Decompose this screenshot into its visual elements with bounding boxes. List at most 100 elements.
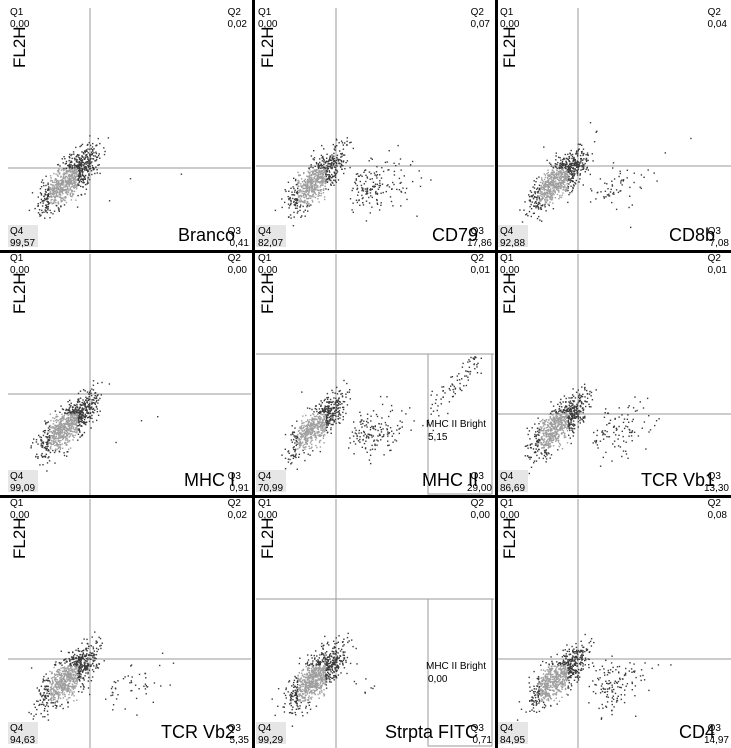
event-dot bbox=[65, 172, 67, 174]
event-dot bbox=[534, 191, 537, 193]
event-dot bbox=[52, 443, 55, 446]
event-dot bbox=[549, 183, 552, 186]
event-dot bbox=[305, 183, 307, 185]
event-dot bbox=[537, 192, 539, 194]
event-dot bbox=[368, 196, 370, 199]
event-dot bbox=[308, 175, 310, 177]
event-dot bbox=[312, 167, 314, 169]
event-dot bbox=[86, 400, 88, 402]
event-dot bbox=[597, 191, 599, 194]
event-dot bbox=[319, 450, 321, 453]
event-dot bbox=[308, 191, 310, 193]
event-dot bbox=[550, 196, 552, 198]
event-dot bbox=[333, 184, 335, 186]
event-dot bbox=[87, 178, 89, 180]
event-dot bbox=[56, 179, 58, 181]
event-dot bbox=[331, 157, 333, 159]
event-dot bbox=[88, 408, 91, 410]
event-dot bbox=[570, 420, 572, 422]
event-dot bbox=[58, 168, 60, 170]
event-dot bbox=[293, 201, 295, 203]
event-dot bbox=[70, 166, 72, 168]
event-dot bbox=[580, 169, 582, 171]
event-dot bbox=[362, 189, 364, 191]
event-dot bbox=[315, 178, 317, 180]
event-dot bbox=[315, 426, 317, 428]
event-dot bbox=[53, 417, 56, 420]
event-dot bbox=[342, 165, 344, 167]
event-dot bbox=[308, 185, 311, 188]
event-dot bbox=[292, 447, 294, 449]
event-dot bbox=[543, 454, 546, 457]
event-dot bbox=[57, 427, 60, 429]
event-dot bbox=[548, 434, 550, 436]
event-dot bbox=[83, 409, 85, 411]
event-dot bbox=[528, 199, 531, 201]
event-dot bbox=[335, 397, 337, 399]
event-dot bbox=[326, 181, 329, 183]
event-dot bbox=[59, 183, 61, 185]
event-dot bbox=[92, 408, 94, 411]
event-dot bbox=[77, 433, 80, 435]
event-dot bbox=[67, 183, 69, 186]
event-dot bbox=[329, 398, 332, 401]
event-dot bbox=[327, 424, 329, 426]
event-dot bbox=[293, 194, 296, 196]
event-dot bbox=[313, 159, 315, 161]
event-dot bbox=[320, 429, 322, 431]
q3-value: 0,41 bbox=[229, 238, 249, 249]
event-dot bbox=[66, 412, 68, 415]
event-dot bbox=[362, 190, 365, 192]
event-dot bbox=[324, 171, 327, 173]
event-dot bbox=[562, 431, 565, 434]
event-dot bbox=[66, 175, 68, 178]
event-dot bbox=[62, 419, 64, 422]
event-dot bbox=[47, 188, 49, 190]
event-dot bbox=[561, 176, 563, 179]
event-dot bbox=[66, 409, 69, 411]
event-dot bbox=[75, 411, 78, 414]
event-dot bbox=[68, 173, 70, 176]
event-dot bbox=[67, 414, 70, 417]
event-dot bbox=[69, 428, 71, 430]
event-dot bbox=[382, 435, 385, 438]
event-dot bbox=[533, 451, 536, 454]
event-dot bbox=[630, 226, 632, 229]
event-dot bbox=[396, 188, 398, 191]
event-dot bbox=[330, 419, 332, 421]
event-dot bbox=[53, 427, 56, 430]
event-dot bbox=[376, 193, 379, 195]
event-dot bbox=[376, 439, 378, 441]
event-dot bbox=[569, 152, 571, 154]
event-dot bbox=[92, 411, 94, 413]
event-dot bbox=[556, 186, 559, 188]
event-dot bbox=[41, 446, 43, 449]
event-dot bbox=[546, 432, 548, 435]
event-dot bbox=[529, 456, 531, 458]
event-dot bbox=[366, 192, 368, 194]
event-dot bbox=[292, 433, 294, 436]
event-dot bbox=[297, 443, 300, 445]
event-dot bbox=[369, 212, 371, 214]
event-dot bbox=[586, 401, 588, 403]
event-dot bbox=[595, 440, 597, 442]
event-dot bbox=[97, 382, 99, 384]
q1-label: Q1 bbox=[10, 254, 24, 264]
event-dot bbox=[44, 446, 47, 448]
event-dot bbox=[73, 404, 75, 406]
event-dot bbox=[318, 403, 321, 405]
event-dot bbox=[305, 446, 307, 448]
event-dot bbox=[561, 173, 564, 175]
event-dot bbox=[535, 207, 537, 209]
event-dot bbox=[359, 180, 361, 183]
event-dot bbox=[86, 183, 88, 185]
event-dot bbox=[71, 168, 73, 170]
event-dot bbox=[336, 154, 339, 157]
event-dot bbox=[298, 442, 300, 444]
event-dot bbox=[572, 162, 574, 165]
event-dot bbox=[358, 199, 360, 202]
event-dot bbox=[530, 208, 533, 210]
event-dot bbox=[62, 438, 64, 441]
event-dot bbox=[44, 209, 46, 211]
event-dot bbox=[560, 167, 563, 169]
